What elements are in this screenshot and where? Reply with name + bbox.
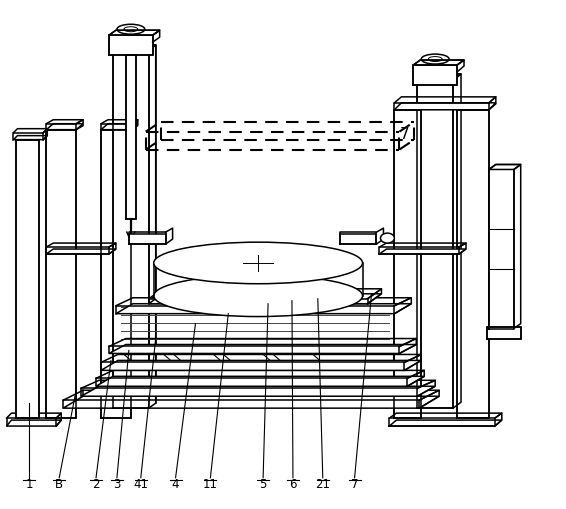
Text: 1: 1 xyxy=(25,477,33,490)
Polygon shape xyxy=(109,31,160,36)
Polygon shape xyxy=(14,136,48,140)
Polygon shape xyxy=(340,235,376,244)
Text: B: B xyxy=(55,477,63,490)
Polygon shape xyxy=(389,420,502,426)
Ellipse shape xyxy=(154,243,363,284)
Polygon shape xyxy=(126,56,136,220)
Polygon shape xyxy=(109,36,153,56)
Text: 21: 21 xyxy=(315,477,331,490)
Text: 11: 11 xyxy=(203,477,218,490)
Polygon shape xyxy=(101,361,421,371)
Polygon shape xyxy=(46,130,76,418)
Ellipse shape xyxy=(380,234,395,244)
Polygon shape xyxy=(46,125,83,130)
Polygon shape xyxy=(116,304,411,314)
Polygon shape xyxy=(113,46,156,51)
Polygon shape xyxy=(395,104,496,110)
Polygon shape xyxy=(149,294,381,304)
Polygon shape xyxy=(457,110,489,418)
Polygon shape xyxy=(113,51,149,408)
Polygon shape xyxy=(489,170,514,329)
Polygon shape xyxy=(96,377,424,386)
Text: 5: 5 xyxy=(259,477,267,490)
Polygon shape xyxy=(129,235,166,244)
Text: 2: 2 xyxy=(92,477,100,490)
Polygon shape xyxy=(81,386,435,397)
Text: 6: 6 xyxy=(289,477,297,490)
Polygon shape xyxy=(46,249,116,254)
Polygon shape xyxy=(417,75,461,81)
Polygon shape xyxy=(101,125,138,130)
Polygon shape xyxy=(489,165,521,170)
Polygon shape xyxy=(413,66,457,86)
Text: 3: 3 xyxy=(113,477,121,490)
Ellipse shape xyxy=(154,275,363,317)
Polygon shape xyxy=(395,110,421,418)
Polygon shape xyxy=(413,61,464,66)
Text: 7: 7 xyxy=(351,477,358,490)
Text: 7: 7 xyxy=(400,127,409,142)
Polygon shape xyxy=(487,327,521,339)
Polygon shape xyxy=(16,140,39,418)
Polygon shape xyxy=(7,420,61,426)
Polygon shape xyxy=(109,345,416,354)
Polygon shape xyxy=(101,130,131,418)
Polygon shape xyxy=(417,81,453,408)
Polygon shape xyxy=(63,397,439,408)
Text: 4: 4 xyxy=(172,477,179,490)
Text: 41: 41 xyxy=(133,477,148,490)
Polygon shape xyxy=(379,249,466,254)
